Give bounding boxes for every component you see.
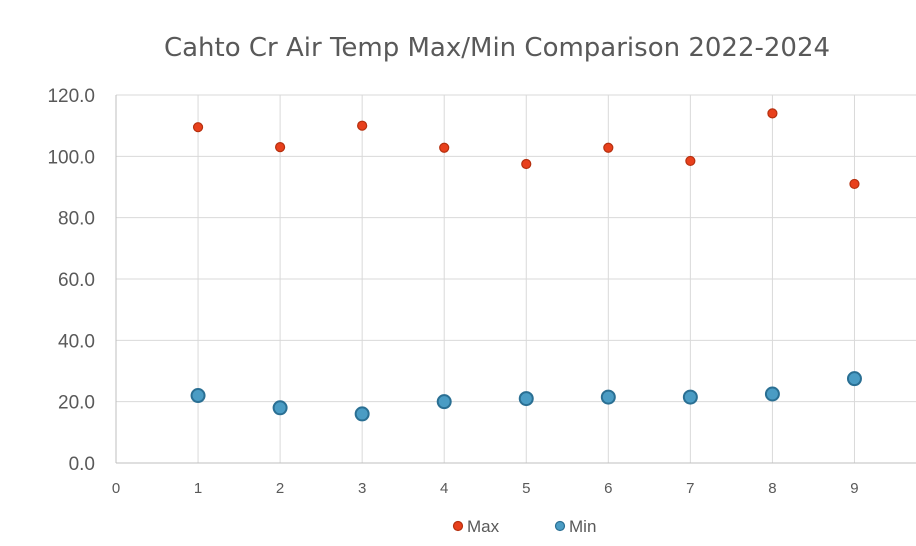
data-point-max xyxy=(357,120,368,131)
data-point-min xyxy=(600,389,616,405)
axes xyxy=(115,95,916,464)
series-min xyxy=(190,371,862,422)
data-point-max xyxy=(192,122,204,133)
x-tick-label: 5 xyxy=(522,480,530,497)
data-point-min xyxy=(272,400,288,416)
data-point-min xyxy=(436,394,452,410)
x-tick-label: 6 xyxy=(604,480,612,497)
data-point-max xyxy=(767,108,778,119)
y-tick-label: 120.0 xyxy=(47,86,95,107)
data-point-max xyxy=(603,142,614,153)
x-tick-label: 4 xyxy=(440,480,448,497)
grid xyxy=(116,94,916,463)
legend-marker-min xyxy=(554,520,566,532)
y-tick-label: 0.0 xyxy=(69,454,95,475)
legend-label-max: Max xyxy=(467,517,500,536)
x-tick-label: 1 xyxy=(194,480,202,497)
x-tick-label: 2 xyxy=(276,480,284,497)
data-point-max xyxy=(685,155,696,167)
data-point-max xyxy=(439,142,450,153)
x-tick-label: 9 xyxy=(850,480,858,497)
data-point-max xyxy=(849,178,860,190)
y-tick-label: 40.0 xyxy=(58,331,95,352)
y-tick-label: 60.0 xyxy=(58,270,95,291)
chart-title: Cahto Cr Air Temp Max/Min Comparison 202… xyxy=(164,33,830,63)
x-tick-label: 8 xyxy=(768,480,776,497)
legend-label-min: Min xyxy=(569,517,596,536)
series-max xyxy=(192,108,860,190)
x-tick-label: 3 xyxy=(358,480,366,497)
y-tick-label: 100.0 xyxy=(47,147,95,168)
data-series xyxy=(190,108,862,422)
data-point-min xyxy=(354,406,370,422)
data-point-max xyxy=(275,142,286,153)
data-point-min xyxy=(764,386,780,402)
data-point-min xyxy=(682,389,698,405)
data-point-min xyxy=(846,371,862,387)
y-tick-label: 20.0 xyxy=(58,393,95,414)
data-point-min xyxy=(518,391,534,407)
tick-labels: 0.0 20.0 40.0 60.0 80.0 100.0 120.0 0 1 2 3 4 5 6 7 8 9 xyxy=(47,86,858,497)
legend-marker-max xyxy=(452,520,464,532)
y-tick-label: 80.0 xyxy=(58,209,95,230)
x-tick-label: 7 xyxy=(686,480,694,497)
data-point-min xyxy=(190,388,206,404)
data-point-max xyxy=(521,158,532,170)
x-tick-label: 0 xyxy=(112,480,120,497)
legend: Max Min xyxy=(452,517,596,536)
